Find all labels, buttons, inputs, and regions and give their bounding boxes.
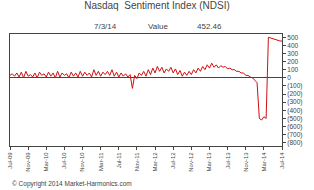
svg-text:(700): (700) bbox=[287, 131, 302, 139]
svg-text:Nov-12: Nov-12 bbox=[188, 152, 194, 172]
svg-text:Nasdaq Sentiment Index (NDSI): Nasdaq Sentiment Index (NDSI) bbox=[84, 0, 230, 11]
svg-text:100: 100 bbox=[287, 66, 298, 73]
svg-text:Jul-10: Jul-10 bbox=[61, 152, 67, 169]
svg-text:(500): (500) bbox=[287, 115, 302, 123]
svg-text:Value: Value bbox=[148, 22, 168, 31]
svg-text:(600): (600) bbox=[287, 123, 302, 131]
svg-text:(300): (300) bbox=[287, 98, 302, 106]
svg-text:© Copyright 2014 Market-Harmon: © Copyright 2014 Market-Harmonics.com bbox=[12, 180, 132, 188]
svg-text:Nov-10: Nov-10 bbox=[79, 152, 85, 172]
svg-text:Nov-11: Nov-11 bbox=[134, 152, 140, 172]
svg-text:Nov-09: Nov-09 bbox=[25, 152, 31, 172]
svg-text:300: 300 bbox=[287, 50, 298, 57]
svg-text:452.46: 452.46 bbox=[197, 22, 222, 31]
svg-text:400: 400 bbox=[287, 42, 298, 49]
svg-text:Jul-11: Jul-11 bbox=[116, 152, 122, 169]
svg-text:Mar-10: Mar-10 bbox=[43, 152, 49, 172]
svg-text:Jul-12: Jul-12 bbox=[170, 152, 176, 169]
svg-text:Jul-14: Jul-14 bbox=[279, 152, 285, 169]
svg-text:Jul-13: Jul-13 bbox=[225, 152, 231, 169]
svg-text:Nov-13: Nov-13 bbox=[243, 152, 249, 172]
svg-text:(100): (100) bbox=[287, 82, 302, 90]
svg-text:Mar-13: Mar-13 bbox=[206, 152, 212, 172]
svg-text:200: 200 bbox=[287, 58, 298, 65]
svg-text:0: 0 bbox=[287, 74, 291, 81]
svg-text:Mar-12: Mar-12 bbox=[152, 152, 158, 172]
svg-text:Mar-14: Mar-14 bbox=[261, 152, 267, 172]
svg-text:Jul-09: Jul-09 bbox=[7, 152, 13, 169]
svg-text:(800): (800) bbox=[287, 139, 302, 147]
svg-text:(400): (400) bbox=[287, 107, 302, 115]
svg-text:7/3/14: 7/3/14 bbox=[94, 22, 117, 31]
svg-text:500: 500 bbox=[287, 34, 298, 41]
svg-text:Mar-11: Mar-11 bbox=[98, 152, 104, 171]
svg-text:(200): (200) bbox=[287, 90, 302, 98]
